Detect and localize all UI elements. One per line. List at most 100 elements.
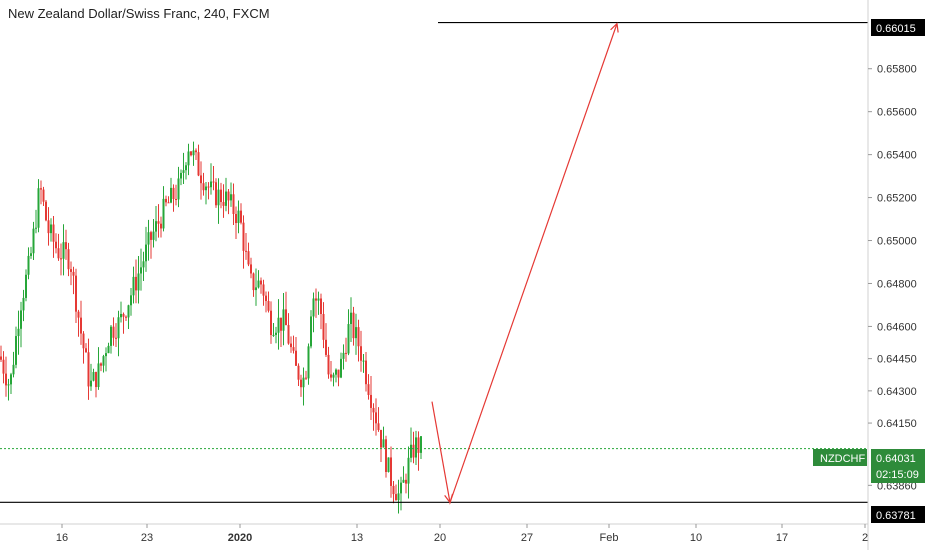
candle-body	[332, 374, 335, 378]
candle-body	[412, 444, 415, 458]
candle-body	[85, 348, 87, 353]
candle-body	[45, 201, 47, 221]
candle-body	[120, 313, 122, 318]
candle-body	[277, 317, 280, 333]
candle-body	[367, 384, 370, 395]
candle-body	[375, 412, 377, 424]
candle-body	[72, 271, 75, 276]
candle-body	[190, 151, 192, 156]
candle-body	[415, 437, 417, 458]
candle-body	[177, 178, 180, 200]
candle-body	[362, 360, 365, 362]
candle-body	[235, 213, 237, 224]
candle-body	[25, 274, 27, 298]
candle-body	[202, 183, 205, 191]
candle-body	[207, 186, 210, 188]
time-axis[interactable]: 16 23 2020 13 20 27 Feb 10 17 2	[56, 524, 868, 544]
candle-body	[117, 317, 120, 339]
candle-body	[147, 232, 150, 245]
y-tick-label: 0.63860	[877, 480, 917, 492]
level-tag-top: 0.66015	[871, 19, 925, 36]
candle-body	[307, 346, 310, 379]
x-tick-label: 23	[141, 532, 153, 544]
horizontal-levels	[0, 21, 868, 503]
candle-body	[127, 305, 130, 318]
candle-body	[257, 280, 260, 288]
candle-body	[215, 182, 217, 206]
candle-body	[372, 407, 375, 413]
candle-body	[200, 175, 202, 184]
candle-body	[262, 284, 265, 296]
candle-body	[130, 295, 132, 306]
chart-title: New Zealand Dollar/Swiss Franc, 240, FXC…	[8, 6, 270, 21]
symbol-tag-text: NZDCHF	[820, 453, 865, 465]
candle-body	[0, 356, 2, 360]
x-tick-label: 13	[351, 532, 363, 544]
candle-body	[287, 325, 290, 344]
candle-body	[20, 310, 22, 329]
candle-body	[90, 380, 92, 387]
candle-body	[237, 210, 240, 224]
x-tick-label: 27	[521, 532, 533, 544]
candle-body	[360, 346, 362, 361]
price-tag: 0.64031 02:15:09	[871, 449, 925, 483]
candle-body	[112, 326, 115, 338]
candle-body	[160, 223, 162, 229]
candle-body	[315, 298, 317, 301]
candle-body	[295, 350, 297, 366]
candle-body	[197, 152, 200, 176]
candle-body	[265, 295, 267, 302]
x-tick-label: 16	[56, 532, 68, 544]
candle-body	[152, 231, 155, 240]
candle-body	[272, 334, 275, 336]
candle-body	[30, 253, 32, 256]
y-tick-label: 0.65600	[877, 107, 917, 119]
candle-body	[7, 384, 10, 386]
candle-body	[322, 314, 325, 340]
y-tick-label: 0.64300	[877, 386, 917, 398]
candle-body	[392, 485, 395, 495]
candle-body	[185, 165, 187, 171]
candle-body	[37, 188, 40, 228]
candle-body	[270, 310, 272, 336]
candle-body	[122, 313, 125, 317]
candle-body	[325, 339, 327, 355]
candle-body	[12, 364, 15, 375]
candle-body	[305, 377, 307, 379]
level-tag-bottom-text: 0.63781	[876, 510, 916, 522]
candle-body	[50, 224, 52, 234]
candle-body	[290, 343, 292, 348]
forecast-arrow-line	[431, 23, 618, 505]
candle-body	[227, 191, 230, 201]
arrowhead	[444, 493, 454, 504]
candle-body	[137, 273, 140, 291]
candle-body	[175, 199, 177, 201]
candle-body	[142, 261, 145, 268]
candle-body	[65, 242, 67, 250]
candle-body	[240, 210, 242, 223]
candle-body	[170, 187, 172, 203]
candle-body	[60, 258, 62, 260]
candle-body	[192, 150, 195, 156]
candle-body	[327, 354, 330, 375]
countdown-text: 02:15:09	[876, 469, 919, 481]
candle-body	[275, 332, 277, 335]
candle-body	[382, 439, 385, 448]
candle-body	[345, 352, 347, 354]
candle-body	[187, 151, 190, 166]
candle-body	[350, 312, 352, 325]
y-tick-label: 0.64800	[877, 278, 917, 290]
candle-body	[417, 437, 420, 453]
candle-body	[92, 372, 95, 381]
level-tag-top-text: 0.66015	[876, 23, 916, 35]
candle-body	[102, 356, 105, 366]
y-tick-label: 0.64600	[877, 321, 917, 333]
candle-body	[172, 187, 175, 200]
candle-body	[302, 377, 305, 388]
candle-body	[95, 372, 97, 388]
y-tick-label: 0.64450	[877, 354, 917, 366]
candle-body	[210, 181, 212, 188]
price-axis[interactable]: 0.65800 0.65600 0.65400 0.65200 0.65000 0.648…	[868, 64, 917, 493]
candle-body	[245, 250, 247, 252]
